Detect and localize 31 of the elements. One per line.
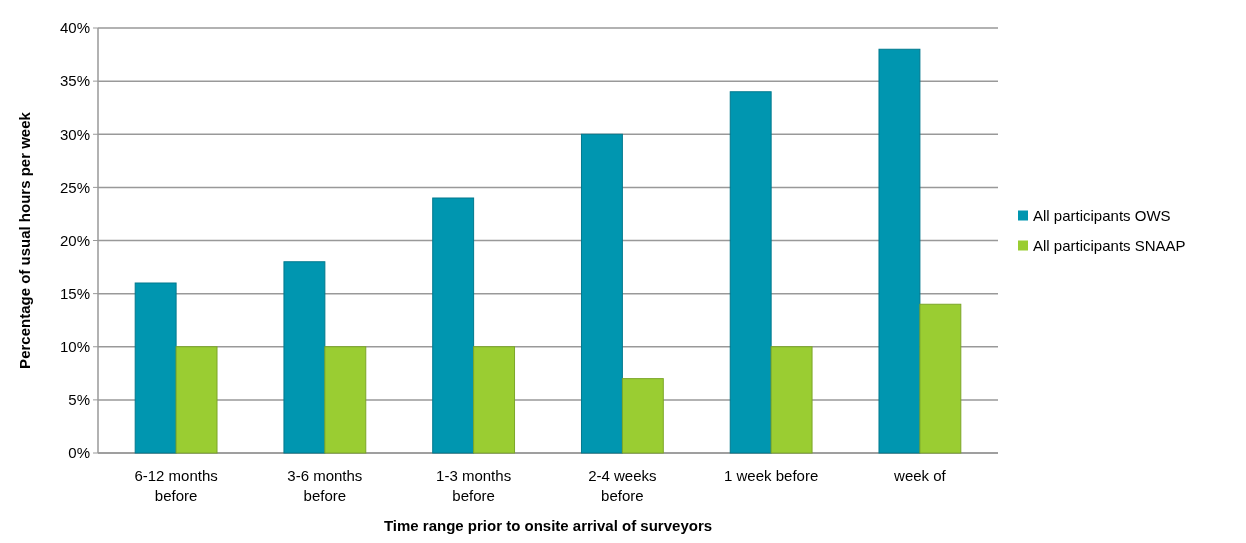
y-tick-label: 30% [59,125,90,143]
bar [134,282,177,454]
bar [432,197,475,454]
x-axis-title: Time range prior to onsite arrival of surveyors [383,517,713,534]
y-tick-label: 0% [68,444,90,462]
bar [729,91,772,454]
x-tick-label: 3-6 months before [287,467,363,504]
bar [919,303,962,454]
bar [580,133,623,454]
bar [621,378,664,454]
bar [770,346,813,454]
y-tick-label: 40% [59,19,90,37]
y-tick-label: 25% [59,178,90,196]
y-tick-label: 20% [59,231,90,249]
x-tick-label: 1 week before [724,467,819,484]
bar [878,48,921,454]
bar [283,261,326,454]
y-tick-label: 15% [59,284,90,302]
bar [473,346,516,454]
y-tick-label: 5% [68,391,90,409]
x-tick-label: 1-3 months before [436,467,512,504]
bar [324,346,367,454]
legend-label: All participants SNAAP [1033,236,1186,254]
y-tick-label: 10% [59,338,90,355]
x-tick-label: 6-12 months before [134,467,218,504]
x-tick-label: 2-4 weeks before [588,467,657,504]
legend-label: All participants OWS [1033,206,1171,224]
x-tick-label: week of [893,467,947,484]
y-tick-label: 35% [59,72,90,90]
y-axis-title: Percentage of usual hours per week [16,111,33,369]
bar [175,346,218,454]
